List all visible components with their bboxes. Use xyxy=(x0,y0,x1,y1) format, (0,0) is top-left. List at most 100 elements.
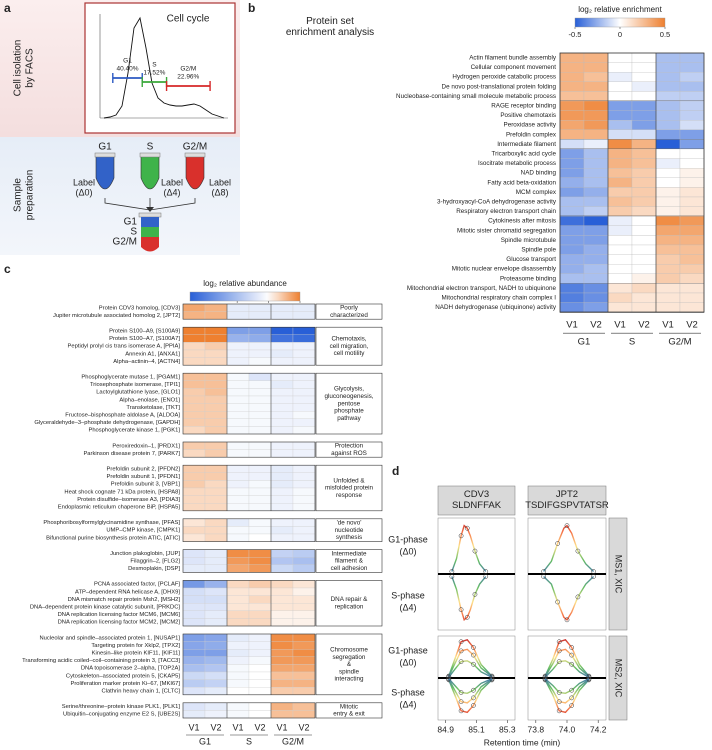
heat-cell xyxy=(631,177,657,188)
heat-cell xyxy=(248,403,272,412)
heat-cell xyxy=(226,311,250,320)
heat-cell xyxy=(607,168,633,178)
column-group-label: G1 xyxy=(199,736,211,746)
panel-label: d xyxy=(392,464,399,478)
heat-cell xyxy=(292,656,316,665)
heat-cell xyxy=(559,139,585,150)
text-line: entry & exit xyxy=(333,711,365,718)
xic-point xyxy=(471,652,476,658)
heat-cell xyxy=(182,327,206,335)
heat-cell xyxy=(583,302,609,313)
heat-cell xyxy=(204,587,228,596)
row-label: Glyceraldehyde–3–phosphate dehydrogenase… xyxy=(34,420,180,426)
x-tick-label: 85.1 xyxy=(468,724,485,734)
heat-cell xyxy=(655,264,681,274)
row-label: Protein disulfide–isomerase A3, [PDIA3] xyxy=(77,497,180,503)
panel-label: b xyxy=(248,1,255,15)
heat-cell xyxy=(583,110,609,121)
row-label: Mitochondrial electron transport, NADH t… xyxy=(407,285,557,292)
heat-cell xyxy=(204,679,228,688)
row-label: Targeting protein for Xklp2, [TPX2] xyxy=(91,643,180,649)
xic-point xyxy=(446,676,452,682)
heat-cell xyxy=(204,342,228,351)
heat-cell xyxy=(182,441,206,450)
text-line: Chemotaxis, xyxy=(332,336,367,343)
heat-cell xyxy=(559,244,585,255)
heat-cell xyxy=(270,671,294,680)
heat-cell xyxy=(182,687,206,695)
text-line: pentose xyxy=(338,400,361,407)
heat-cell xyxy=(226,641,250,650)
heat-cell xyxy=(292,526,316,535)
heat-cell xyxy=(559,72,585,82)
heat-cell xyxy=(679,52,705,63)
heat-cell xyxy=(226,449,250,458)
histogram-line xyxy=(103,16,225,119)
heat-cell xyxy=(607,177,633,188)
heat-cell xyxy=(583,283,609,294)
heat-cell xyxy=(182,418,206,427)
heat-cell xyxy=(655,225,681,236)
heat-cell xyxy=(631,120,657,130)
heat-cell xyxy=(631,206,657,217)
heat-cell xyxy=(182,564,206,573)
mix-cap xyxy=(138,212,162,218)
heat-cell xyxy=(182,526,206,535)
colorbar xyxy=(189,291,301,302)
row-label: De novo post-translational protein foldi… xyxy=(442,83,557,90)
heat-cell xyxy=(583,120,609,130)
heat-cell xyxy=(559,264,585,274)
heat-cell xyxy=(270,480,294,489)
heat-cell xyxy=(679,283,705,294)
heat-cell xyxy=(292,449,316,458)
heat-cell xyxy=(292,587,316,596)
xic-point xyxy=(449,574,455,579)
heat-cell xyxy=(270,426,294,435)
heat-cell xyxy=(248,487,272,496)
column-group-label: S xyxy=(629,337,635,348)
heat-cell xyxy=(270,564,294,573)
heat-cell xyxy=(292,418,316,427)
xic-point xyxy=(471,703,476,708)
row-label: PCNA associated factor, [PCLAF] xyxy=(94,582,180,588)
category-box xyxy=(315,549,383,573)
row-label: DNA replication licensing factor MCM2, [… xyxy=(58,620,181,626)
gate-name: G1 xyxy=(123,58,132,65)
heat-cell xyxy=(679,177,705,188)
heat-cell xyxy=(292,641,316,650)
row-label: Mitotic sister chromatid segregation xyxy=(457,227,557,234)
heat-cell xyxy=(631,72,657,82)
heat-cell xyxy=(655,177,681,188)
tube-cap xyxy=(139,152,161,158)
heat-cell xyxy=(607,283,633,294)
heat-cell xyxy=(248,418,272,427)
heat-cell xyxy=(679,196,705,207)
heat-cell xyxy=(607,158,633,169)
heat-cell xyxy=(270,465,294,473)
text-line: Unfolded & xyxy=(333,477,365,484)
text-line: Glycolysis, xyxy=(334,386,364,393)
tube-cap xyxy=(184,152,206,158)
heat-cell xyxy=(248,664,272,673)
text-line: phosphate xyxy=(334,408,364,415)
heat-cell xyxy=(559,235,585,246)
heat-cell xyxy=(248,656,272,665)
xic-point xyxy=(569,695,575,701)
text-line: SLDNFFAK xyxy=(452,500,502,511)
text-line: TSDIFGSPVTATSR xyxy=(525,500,609,511)
heat-cell xyxy=(583,187,609,198)
heat-cell xyxy=(182,303,206,312)
text-line: segregation xyxy=(333,654,366,661)
heat-cell xyxy=(204,311,228,320)
text-line: replication xyxy=(335,604,364,611)
heat-cell xyxy=(204,403,228,412)
heat-cell xyxy=(607,52,633,63)
text-line: Protein set xyxy=(306,16,354,27)
category-box xyxy=(315,441,383,458)
heat-cell xyxy=(182,664,206,673)
xic-trace xyxy=(544,678,590,694)
side-label: Sample xyxy=(13,178,24,212)
heat-cell xyxy=(204,649,228,657)
heat-cell xyxy=(631,168,657,178)
